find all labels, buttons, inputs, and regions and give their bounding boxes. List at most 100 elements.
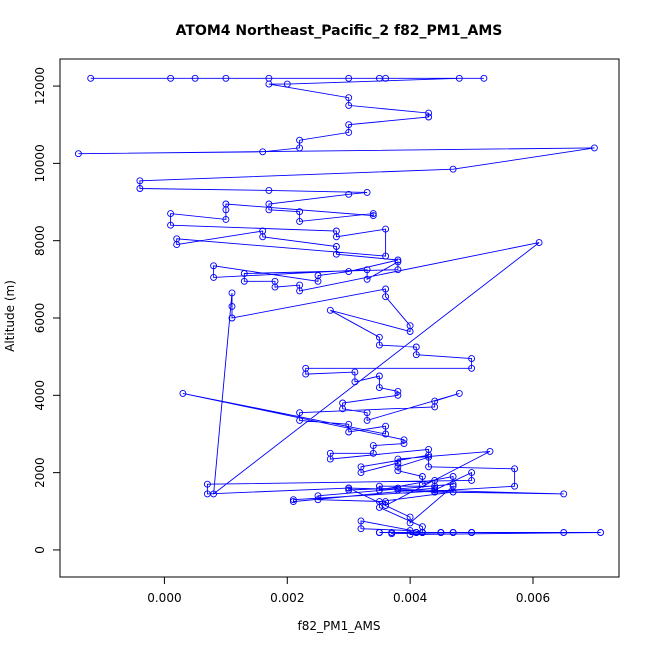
data-point [351, 368, 359, 376]
data-point [449, 165, 457, 173]
data-point [455, 389, 463, 397]
data-point [394, 391, 402, 399]
data-point [425, 453, 433, 461]
data-point [590, 144, 598, 152]
x-axis-label: f82_PM1_AMS [298, 619, 381, 633]
data-point [222, 215, 230, 223]
data-point [326, 306, 334, 314]
data-point [425, 463, 433, 471]
data-point [87, 74, 95, 82]
data-point [468, 476, 476, 484]
data-point [203, 490, 211, 498]
data-point [265, 186, 273, 194]
data-point [167, 221, 175, 229]
y-axis: 0 2000 4000 6000 8000 10000 12000 [33, 67, 61, 554]
data-point [173, 241, 181, 249]
data-point [400, 436, 408, 444]
y-axis-label: Altitude (m) [3, 280, 17, 352]
data-point [425, 451, 433, 459]
data-point [265, 80, 273, 88]
data-point [375, 341, 383, 349]
data-point [332, 243, 340, 250]
data-point [179, 389, 187, 397]
data-point [271, 283, 279, 291]
data-point [357, 525, 365, 533]
data-point [240, 277, 248, 285]
data-point [345, 420, 353, 428]
data-point [425, 113, 433, 121]
data-point [74, 150, 82, 158]
data-point [167, 210, 175, 218]
data-point [369, 442, 377, 450]
data-point [394, 459, 402, 467]
data-point [394, 258, 402, 266]
data-point [480, 74, 488, 82]
data-point [296, 136, 304, 144]
data-point [382, 430, 390, 438]
data-point [363, 266, 371, 274]
data-point [394, 467, 402, 475]
data-point [228, 314, 236, 322]
data-point [332, 233, 340, 241]
series-line [78, 77, 601, 535]
data-point [228, 302, 236, 310]
plot-frame [59, 58, 620, 578]
data-point [357, 469, 365, 477]
data-point [486, 447, 494, 455]
data-point [345, 121, 353, 129]
data-point [259, 148, 267, 156]
y-tick-label: 6000 [33, 303, 47, 334]
data-point [418, 473, 426, 480]
data-point [449, 488, 457, 496]
data-point [289, 496, 297, 504]
data-point [425, 109, 433, 117]
data-point [412, 529, 420, 536]
data-point [468, 355, 476, 363]
data-point [332, 250, 340, 258]
data-point [339, 405, 347, 413]
data-point [345, 128, 353, 136]
data-point [369, 212, 377, 220]
data-point [412, 343, 420, 351]
data-point [228, 289, 236, 297]
data-point [283, 80, 291, 88]
data-point [345, 484, 353, 492]
data-point [136, 177, 144, 185]
data-point [406, 531, 414, 538]
data-point [363, 275, 371, 283]
data-point [468, 529, 476, 536]
data-point [326, 455, 334, 463]
data-point [560, 490, 568, 498]
data-point [382, 225, 390, 233]
data-point [136, 185, 144, 192]
data-point [511, 482, 519, 490]
data-point [167, 74, 175, 82]
data-point [363, 416, 371, 424]
data-point [382, 74, 390, 82]
data-point [345, 486, 353, 494]
data-point [511, 465, 519, 473]
data-point [431, 403, 439, 411]
data-point [382, 422, 390, 430]
x-tick-label: 0.002 [270, 591, 304, 605]
data-point [375, 486, 383, 494]
data-point [431, 484, 439, 492]
data-point [431, 488, 439, 496]
chart-title: ATOM4 Northeast_Pacific_2 f82_PM1_AMS [176, 23, 503, 39]
data-point [345, 190, 353, 198]
data-point [289, 498, 297, 506]
data-point [314, 277, 322, 285]
data-point [449, 473, 457, 480]
data-point [191, 74, 199, 82]
data-point [314, 492, 322, 500]
data-point [357, 517, 365, 525]
y-tick-label: 10000 [33, 144, 47, 182]
data-point [449, 480, 457, 488]
y-tick-label: 2000 [33, 457, 47, 488]
data-point [369, 210, 377, 218]
data-point [418, 480, 426, 488]
x-tick-label: 0.006 [516, 591, 550, 605]
data-point [240, 270, 248, 277]
data-point [210, 273, 218, 281]
